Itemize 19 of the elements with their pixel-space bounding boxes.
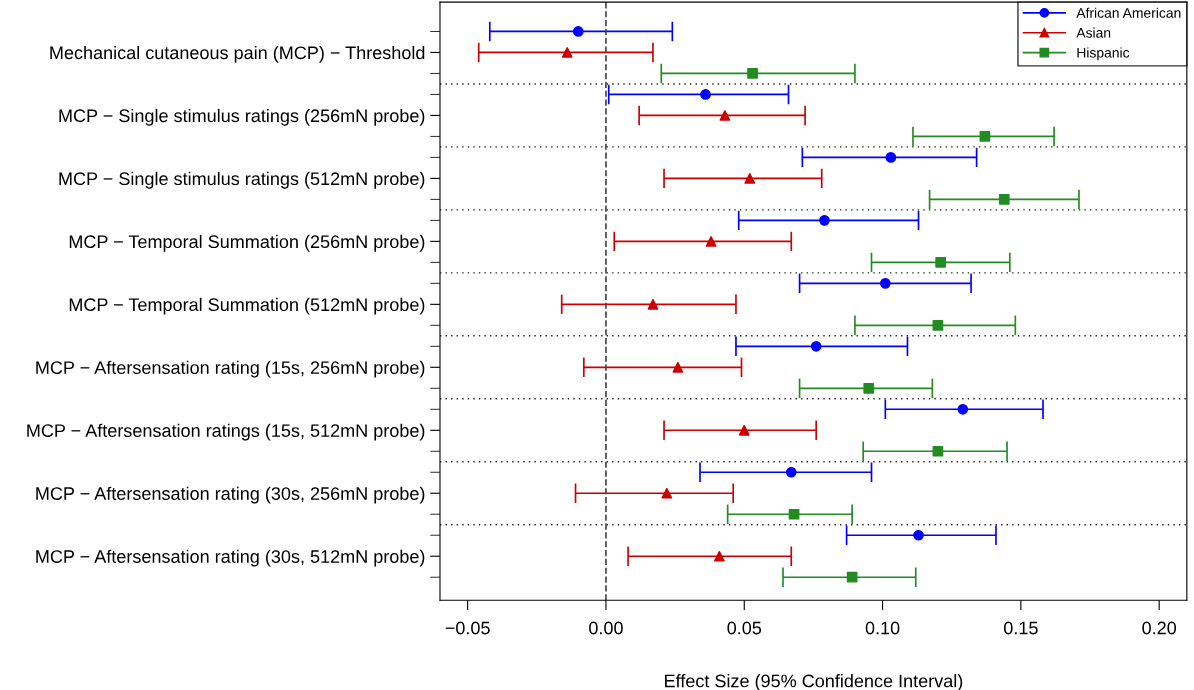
y-tick-label: MCP − Aftersensation rating (30s, 512mN probe) (36, 549, 425, 567)
x-tick-label: −0.05 (445, 621, 490, 635)
x-tick-label: 0.20 (1142, 621, 1177, 635)
x-tick-label: 0.10 (865, 621, 900, 635)
x-tick-label: 0.05 (727, 621, 762, 635)
legend-label: Asian (1076, 27, 1111, 38)
y-tick-label: MCP − Aftersensation ratings (15s, 512mN probe) (27, 423, 425, 441)
y-tick-label: MCP − Temporal Summation (256mN probe) (69, 234, 425, 252)
x-tick-label: 0.15 (1004, 621, 1038, 635)
x-axis-title: Effect Size (95% Confidence Interval) (665, 674, 963, 690)
y-tick-label: MCP − Single stimulus ratings (256mN probe) (59, 108, 425, 126)
legend-label: African American (1076, 7, 1181, 18)
y-tick-label: MCP − Aftersensation rating (15s, 256mN probe) (36, 360, 425, 378)
legend-label: Hispanic (1077, 47, 1130, 61)
y-tick-label: MCP − Aftersensation rating (30s, 256mN probe) (36, 486, 425, 504)
y-tick-label: MCP − Temporal Summation (512mN probe) (69, 297, 425, 315)
x-tick-label: 0.00 (589, 621, 623, 635)
y-tick-label: MCP − Single stimulus ratings (512mN probe) (59, 171, 425, 189)
y-tick-label: Mechanical cutaneous pain (MCP) − Threshold (50, 45, 425, 63)
